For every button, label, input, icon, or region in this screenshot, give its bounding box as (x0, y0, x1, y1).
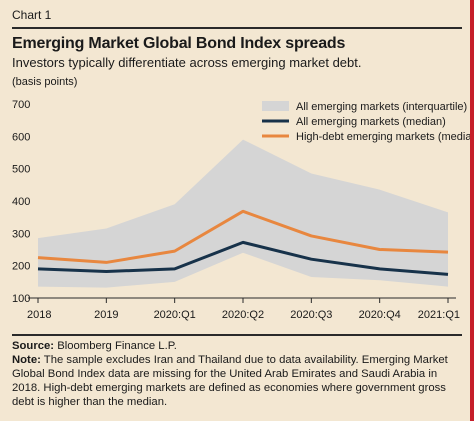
x-tick-label: 2020:Q4 (359, 309, 401, 321)
chart-footer: Source: Bloomberg Finance L.P. Note: The… (12, 339, 462, 409)
legend-label-series: High-debt emerging markets (median) (296, 131, 474, 143)
median-line (37, 240, 449, 276)
source-label: Source: (12, 340, 55, 352)
legend-label-band: All emerging markets (interquartile) (296, 101, 467, 113)
y-axis-units: (basis points) (12, 76, 78, 88)
chart-number-label: Chart 1 (12, 8, 52, 22)
note-label: Note: (12, 354, 41, 366)
y-tick-label: 300 (12, 228, 30, 240)
x-tick-label: 2020:Q2 (222, 309, 264, 321)
x-tick-label: 2021:Q1 (418, 309, 460, 321)
top-rule (12, 27, 462, 29)
interquartile-band (38, 139, 448, 288)
high-debt-median-line (37, 209, 449, 264)
x-tick-label: 2018 (27, 309, 51, 321)
chart-subtitle: Investors typically differentiate across… (12, 55, 362, 70)
page-edge-accent (470, 0, 474, 421)
source-line: Source: Bloomberg Finance L.P. (12, 339, 462, 353)
x-tick-label: 2019 (94, 309, 118, 321)
chart-title: Emerging Market Global Bond Index spread… (12, 35, 346, 52)
bottom-rule (12, 334, 462, 336)
source-text: Bloomberg Finance L.P. (54, 340, 177, 352)
y-tick-label: 100 (12, 293, 30, 305)
y-tick-label: 700 (12, 99, 30, 111)
x-tick-label: 2020:Q1 (154, 309, 196, 321)
x-tick-label: 2020:Q3 (290, 309, 332, 321)
note-text: The sample excludes Iran and Thailand du… (12, 354, 448, 408)
y-tick-label: 400 (12, 196, 30, 208)
legend-label-series: All emerging markets (median) (296, 116, 446, 128)
y-tick-label: 500 (12, 164, 30, 176)
note-line: Note: The sample excludes Iran and Thail… (12, 353, 462, 409)
y-tick-label: 600 (12, 131, 30, 143)
y-tick-label: 200 (12, 261, 30, 273)
legend-swatch-band (262, 101, 289, 111)
